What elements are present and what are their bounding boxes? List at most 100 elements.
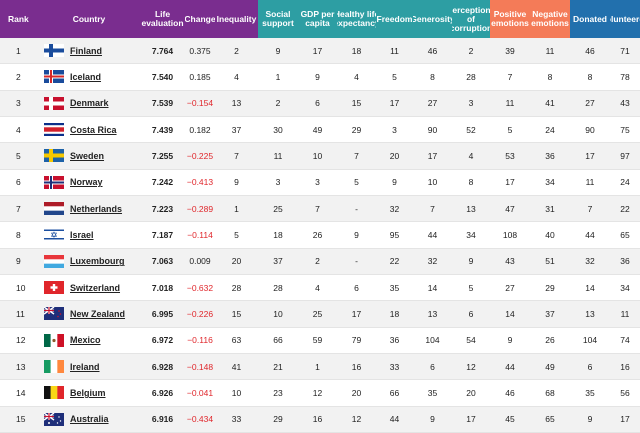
cell-text: 9 [392,177,397,188]
data-cell: 9 [452,249,490,274]
data-cell: 36 [610,249,640,274]
data-cell: 9 [570,407,610,432]
data-cell: 33 [215,407,258,432]
table-row: 5 Sweden 7.255 −0.225 7 11 10 7 20 17 4 53 36 17 97 [0,143,640,170]
data-cell: 9 [376,170,413,195]
country-cell: Costa Rica [38,117,140,142]
cell-text: 79 [351,335,362,346]
cell-text: 22 [389,256,400,267]
cell-text: 14 [427,282,438,293]
column-header: Volunteered [610,0,640,38]
cell-text: 59 [312,335,323,346]
data-cell: 12 [0,328,38,353]
cell-text: 17 [466,414,476,425]
cell-text: 35 [427,387,438,398]
cell-text: 6.926 [151,387,174,398]
country-name[interactable]: Finland [70,45,102,56]
cell-text: 30 [273,124,283,135]
data-cell: 29 [337,117,376,142]
data-cell: 46 [490,380,530,405]
country-name[interactable]: Switzerland [70,282,121,293]
data-cell: 15 [337,91,376,116]
country-name[interactable]: Netherlands [70,203,123,214]
data-cell: 23 [258,380,298,405]
data-cell: 9 [337,222,376,247]
column-header: Change [185,0,215,38]
cell-text: 28 [231,282,242,293]
data-cell: 1 [215,196,258,221]
table-row: 14 Belgium 6.926 −0.041 10 23 12 20 66 35 20 46 68 35… [0,380,640,407]
data-cell: 10 [215,380,258,405]
flag [44,254,64,268]
country-name[interactable]: Luxembourg [70,256,125,267]
cell-text: 0.185 [189,71,211,82]
cell-text: 104 [582,335,598,346]
cell-text: 11 [16,308,25,319]
cell-text: 9 [354,229,359,240]
header-text: Country [72,13,106,24]
cell-text: 3 [275,177,281,188]
country-name[interactable]: Iceland [70,71,102,82]
cell-text: 10 [427,177,438,188]
header-text: Life evaluation [141,9,184,28]
cell-text: 10 [273,308,283,319]
data-cell: 8 [530,64,570,89]
cell-text: 12 [312,387,323,398]
flag [44,123,64,137]
cell-text: 7 [430,203,435,214]
data-cell: 68 [530,380,570,405]
cell-text: 11 [390,45,399,56]
country-cell: Norway [38,170,140,195]
cell-text: 104 [425,335,440,346]
country-name[interactable]: Sweden [70,150,105,161]
cell-text: - [355,203,358,214]
cell-text: 2 [16,71,21,82]
data-cell: 6.926 [140,380,185,405]
cell-text: 14 [16,387,26,398]
country-name[interactable]: Costa Rica [70,124,117,135]
data-cell: 34 [530,170,570,195]
header-text: Change [185,13,215,24]
column-header: Life evaluation [140,0,185,38]
country-name[interactable]: New Zealand [70,308,126,319]
table-row: 9 Luxembourg 7.063 0.009 20 37 2 - 22 32 9 43 51 32 36 [0,248,640,275]
cell-text: 8 [587,71,593,82]
country-name[interactable]: Belgium [70,387,106,398]
data-cell: 52 [452,117,490,142]
cell-text: 97 [620,150,630,161]
country-name[interactable]: Denmark [70,98,109,109]
cell-text: 16 [351,361,362,372]
cell-text: 8 [430,71,435,82]
data-cell: 11 [0,301,38,326]
country-name[interactable]: Ireland [70,361,100,372]
country-name[interactable]: Australia [70,414,109,425]
data-cell: 5 [215,222,258,247]
country-name[interactable]: Mexico [70,335,101,346]
cell-text: 20 [351,387,362,398]
data-cell: 22 [376,249,413,274]
cell-text: 2 [468,45,474,56]
cell-text: 12 [466,361,476,372]
data-cell: 7.223 [140,196,185,221]
country-cell: Australia [38,407,140,432]
header-text: GDP per capita [300,9,335,28]
cell-text: 90 [427,124,438,135]
header-text: Rank [8,13,29,24]
cell-text: 75 [620,124,630,135]
cell-text: 4 [315,282,320,293]
cell-text: 17 [505,177,515,188]
cell-text: 46 [427,45,438,56]
country-name[interactable]: Norway [70,177,103,188]
cell-text: 9 [468,256,474,267]
cell-text: 18 [351,45,362,56]
column-header: Social support [258,0,298,38]
data-cell: 9 [413,407,452,432]
flag [44,307,64,321]
data-cell: 97 [610,143,640,168]
cell-text: 14 [585,282,595,293]
cell-text: 29 [273,414,283,425]
country-name[interactable]: Israel [70,229,94,240]
data-cell: 3 [452,91,490,116]
cell-text: 2 [315,256,320,267]
column-header: Freedom [376,0,413,38]
